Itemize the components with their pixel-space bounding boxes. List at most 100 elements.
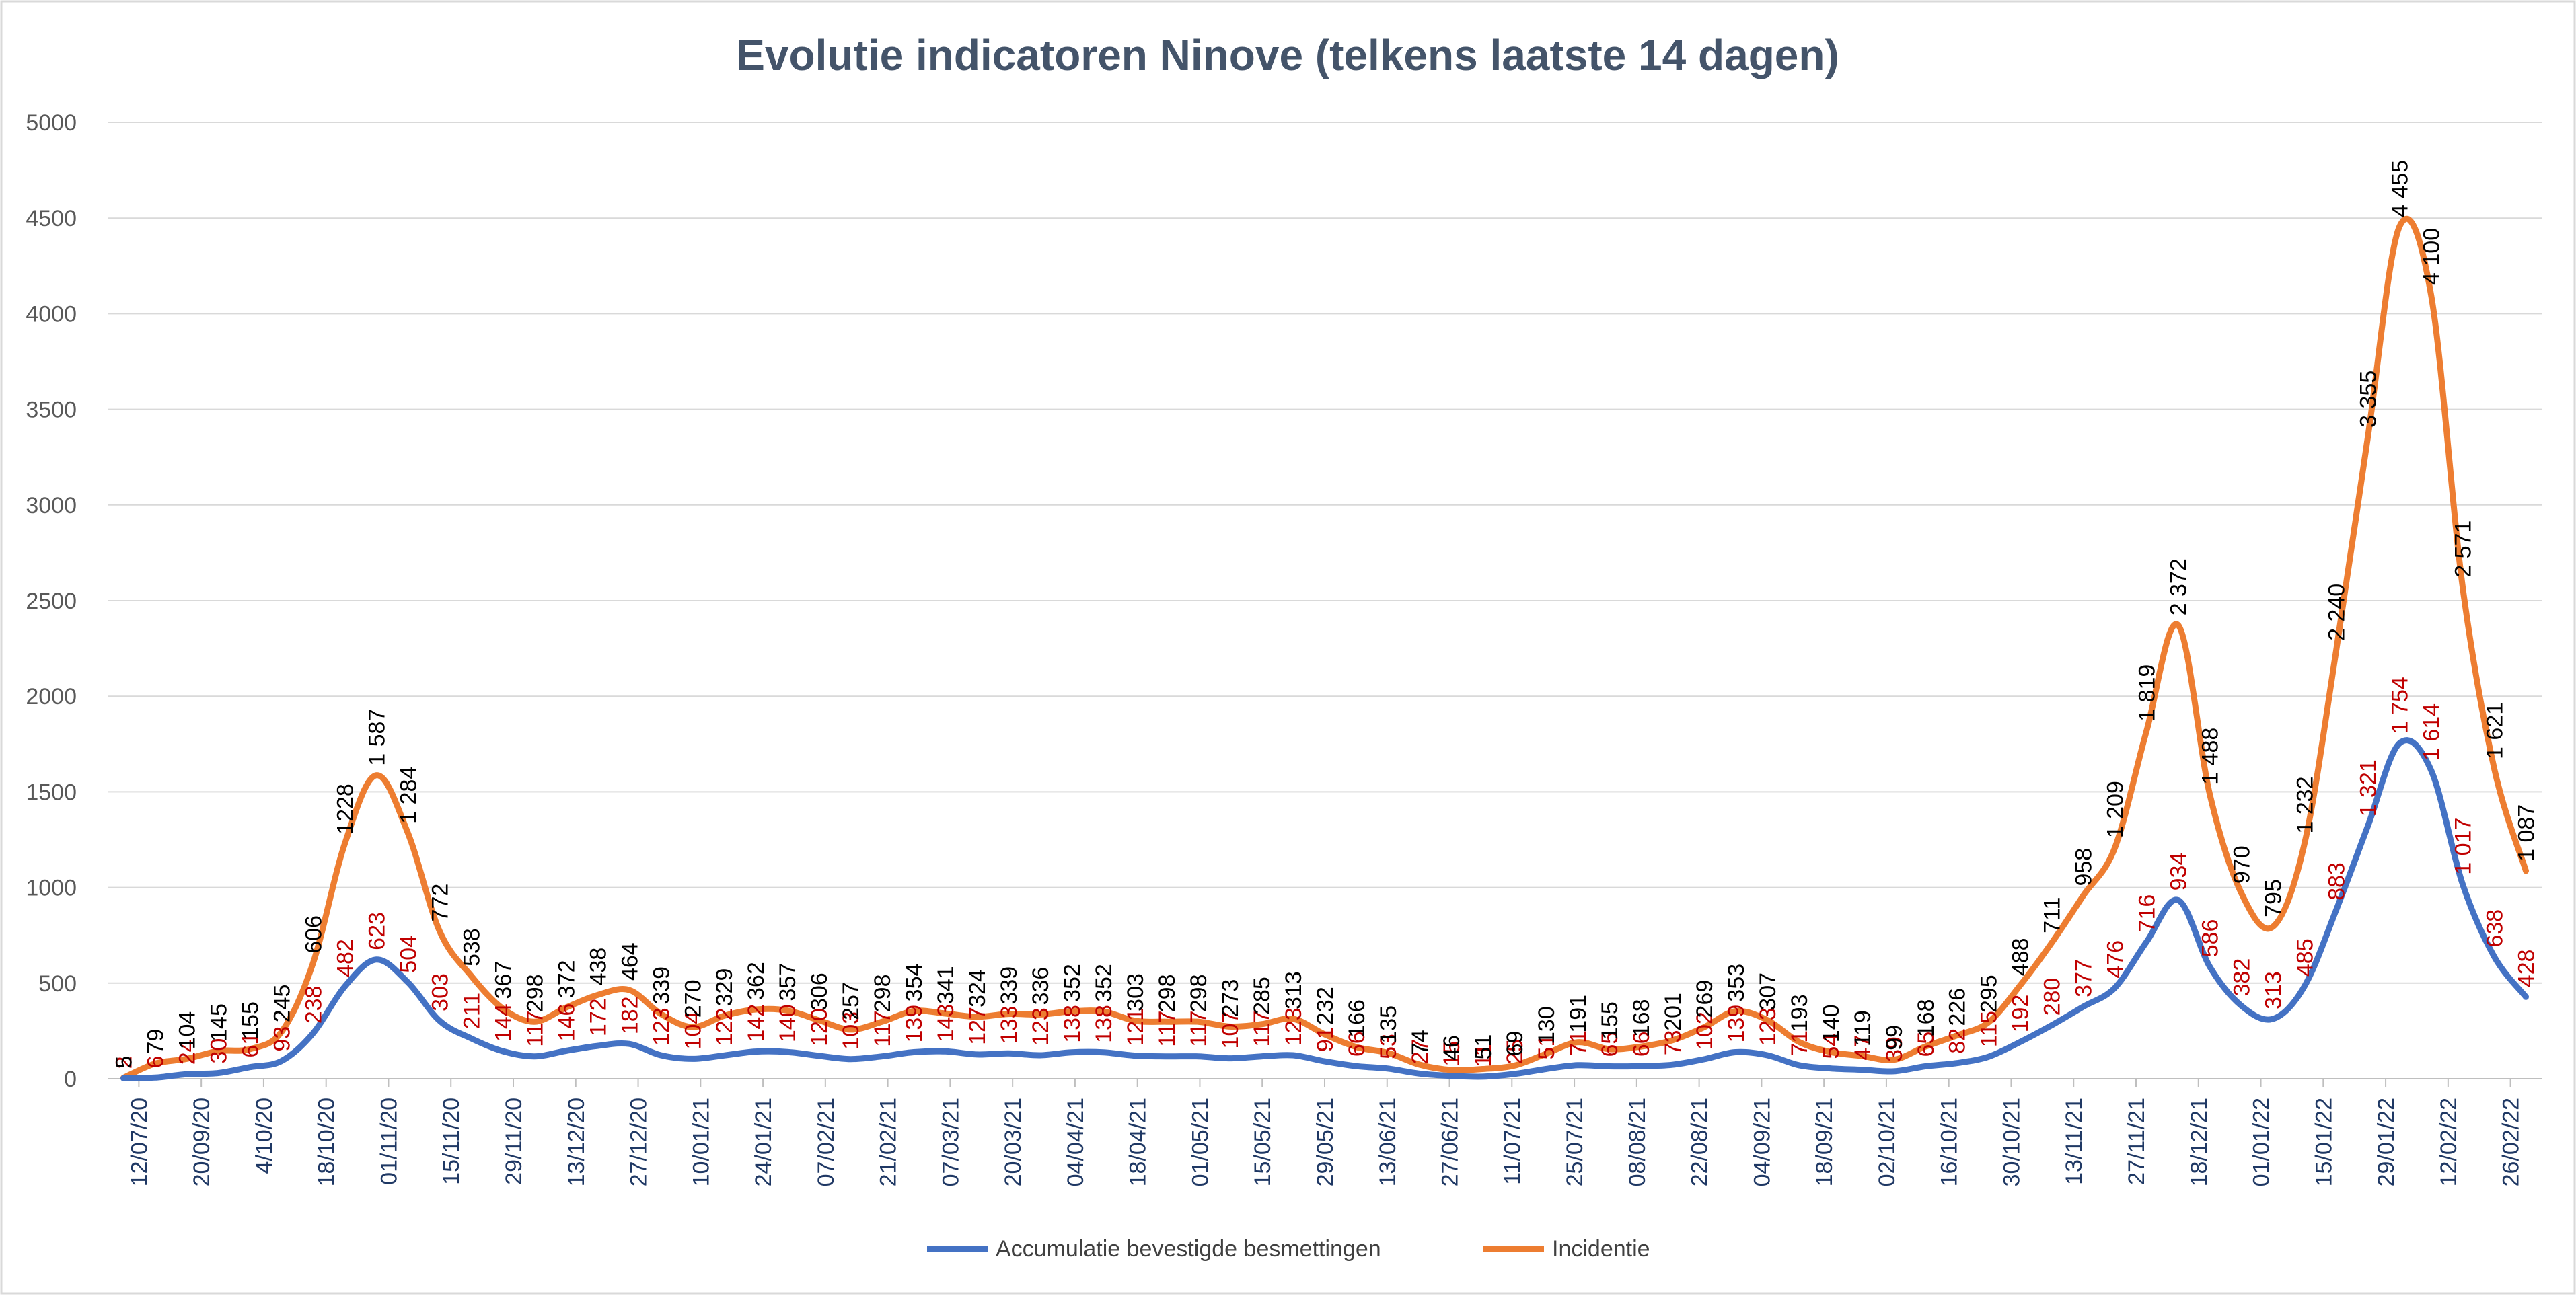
data-label-incidentie: 245 — [269, 985, 295, 1023]
x-tick-label: 04/04/21 — [1063, 1098, 1089, 1186]
x-tick-label: 24/01/21 — [751, 1098, 776, 1186]
data-label-incidentie: 2 372 — [2166, 558, 2192, 615]
data-label-accumulatie: 107 — [1218, 1011, 1243, 1049]
data-label-accumulatie: 104 — [680, 1011, 706, 1050]
x-tick-label: 25/07/21 — [1562, 1098, 1588, 1186]
data-label-incidentie: 2 240 — [2324, 584, 2350, 641]
x-tick-label: 01/05/21 — [1187, 1098, 1213, 1186]
data-label-incidentie: 104 — [175, 1011, 200, 1050]
data-label-incidentie: 353 — [1724, 964, 1749, 1002]
data-label-incidentie: 79 — [143, 1029, 169, 1055]
x-tick-label: 18/10/20 — [314, 1098, 340, 1186]
data-label-accumulatie: 117 — [1154, 1011, 1180, 1047]
series-line-incidentie — [120, 215, 2529, 1081]
data-label-accumulatie: 82 — [1945, 1028, 1971, 1054]
data-label-accumulatie: 138 — [1091, 1005, 1117, 1043]
y-tick-label: 2000 — [26, 684, 77, 710]
data-label-accumulatie: 476 — [2103, 940, 2129, 979]
x-tick-label: 30/10/21 — [1999, 1098, 2024, 1186]
data-label-incidentie: 140 — [1818, 1004, 1844, 1042]
data-label-incidentie: 1 087 — [2513, 804, 2539, 862]
data-label-accumulatie: 71 — [1566, 1030, 1591, 1056]
data-label-accumulatie: 638 — [2482, 909, 2507, 948]
data-label-accumulatie: 24 — [174, 1039, 200, 1065]
data-label-accumulatie: 280 — [2040, 978, 2065, 1016]
data-label-accumulatie: 133 — [996, 1005, 1022, 1044]
data-label-accumulatie: 140 — [775, 1004, 801, 1042]
data-label-accumulatie: 1 614 — [2419, 703, 2444, 761]
x-tick-label: 26/02/22 — [2499, 1098, 2524, 1186]
x-axis-ticks: 12/07/20 20/09/20 4/10/20 18/10/20 01/11/20 1… — [126, 1079, 2524, 1186]
data-label-accumulatie: 121 — [1123, 1008, 1148, 1046]
data-label-incidentie: 269 — [1692, 980, 1718, 1018]
data-label-incidentie: 119 — [1850, 1010, 1876, 1046]
data-label-incidentie: 336 — [1028, 967, 1054, 1005]
x-tick-label: 08/08/21 — [1625, 1098, 1650, 1186]
data-label-incidentie: 298 — [522, 974, 548, 1012]
data-label-accumulatie: 6 — [143, 1055, 168, 1068]
data-label-accumulatie: 115 — [1977, 1011, 2002, 1047]
data-label-accumulatie: 117 — [1249, 1010, 1275, 1046]
x-tick-label: 4/10/20 — [252, 1098, 277, 1174]
data-label-incidentie: 1 209 — [2103, 781, 2129, 838]
data-label-incidentie: 324 — [965, 969, 990, 1007]
data-label-incidentie: 298 — [1154, 975, 1180, 1013]
data-label-accumulatie: 1 017 — [2450, 818, 2476, 875]
data-label-incidentie: 298 — [1186, 975, 1212, 1013]
data-label-accumulatie: 138 — [1060, 1005, 1085, 1043]
x-tick-label: 21/02/21 — [876, 1098, 901, 1186]
data-label-accumulatie: 303 — [427, 973, 453, 1011]
data-label-accumulatie: 30 — [206, 1038, 231, 1064]
data-label-accumulatie: 120 — [807, 1008, 832, 1046]
x-tick-label: 13/11/21 — [2061, 1098, 2087, 1185]
data-label-incidentie: 1 232 — [2293, 777, 2318, 834]
chart-title: Evolutie indicatoren Ninove (telkens laa… — [736, 31, 1839, 79]
data-label-incidentie: 191 — [1566, 995, 1591, 1033]
legend: Accumulatie bevestigde besmettingen Inci… — [927, 1236, 1650, 1262]
data-label-incidentie: 2 571 — [2451, 521, 2476, 578]
data-label-accumulatie: 182 — [617, 996, 642, 1034]
data-label-incidentie: 958 — [2071, 848, 2097, 886]
x-tick-label: 15/05/21 — [1250, 1098, 1276, 1186]
data-label-incidentie: 4 455 — [2388, 160, 2413, 217]
data-label-accumulatie: 127 — [965, 1007, 990, 1045]
x-tick-label: 27/12/20 — [626, 1098, 652, 1186]
data-label-incidentie: 4 100 — [2419, 228, 2444, 285]
data-label-accumulatie: 123 — [1028, 1007, 1054, 1046]
data-label-accumulatie: 117 — [522, 1010, 548, 1046]
y-tick-label: 3500 — [26, 397, 77, 423]
y-tick-label: 4500 — [26, 206, 77, 231]
x-tick-label: 18/12/21 — [2186, 1098, 2212, 1186]
data-label-accumulatie: 91 — [1313, 1026, 1338, 1052]
data-label-incidentie: 372 — [554, 960, 579, 998]
data-label-accumulatie: 65 — [1913, 1032, 1939, 1057]
x-tick-label: 10/01/21 — [688, 1098, 714, 1186]
data-label-incidentie: 5 — [111, 1056, 137, 1069]
data-label-accumulatie: 377 — [2071, 959, 2097, 997]
x-tick-label: 20/03/21 — [1000, 1098, 1026, 1186]
data-label-accumulatie: 53 — [1376, 1034, 1401, 1059]
data-label-incidentie: 606 — [301, 915, 326, 954]
data-label-incidentie: 329 — [712, 968, 737, 1007]
data-label-incidentie: 155 — [237, 1001, 263, 1040]
data-label-accumulatie: 102 — [1692, 1011, 1718, 1050]
y-axis-ticks: 0 500 1000 1500 2000 2500 3000 3500 4000 4500 5000 — [26, 110, 77, 1092]
series-line-accumulatie — [120, 737, 2529, 1081]
data-label-accumulatie: 482 — [332, 939, 358, 977]
x-tick-label: 11/07/21 — [1500, 1098, 1525, 1185]
data-label-incidentie: 201 — [1660, 993, 1686, 1031]
data-label-incidentie: 538 — [459, 928, 484, 966]
data-label-accumulatie: 123 — [1281, 1007, 1307, 1046]
data-label-incidentie: 357 — [775, 963, 801, 1001]
data-label-accumulatie: 66 — [1629, 1031, 1654, 1057]
data-label-accumulatie: 428 — [2513, 950, 2539, 988]
x-tick-label: 15/11/20 — [439, 1098, 464, 1185]
x-tick-label: 07/02/21 — [813, 1098, 839, 1186]
data-label-incidentie: 135 — [1376, 1005, 1401, 1044]
data-label-incidentie: 1 488 — [2198, 728, 2223, 785]
data-label-accumulatie: 123 — [1755, 1007, 1781, 1046]
x-tick-label: 12/07/20 — [126, 1098, 152, 1186]
data-label-incidentie: 970 — [2230, 845, 2255, 884]
data-label-accumulatie: 73 — [1660, 1030, 1686, 1055]
